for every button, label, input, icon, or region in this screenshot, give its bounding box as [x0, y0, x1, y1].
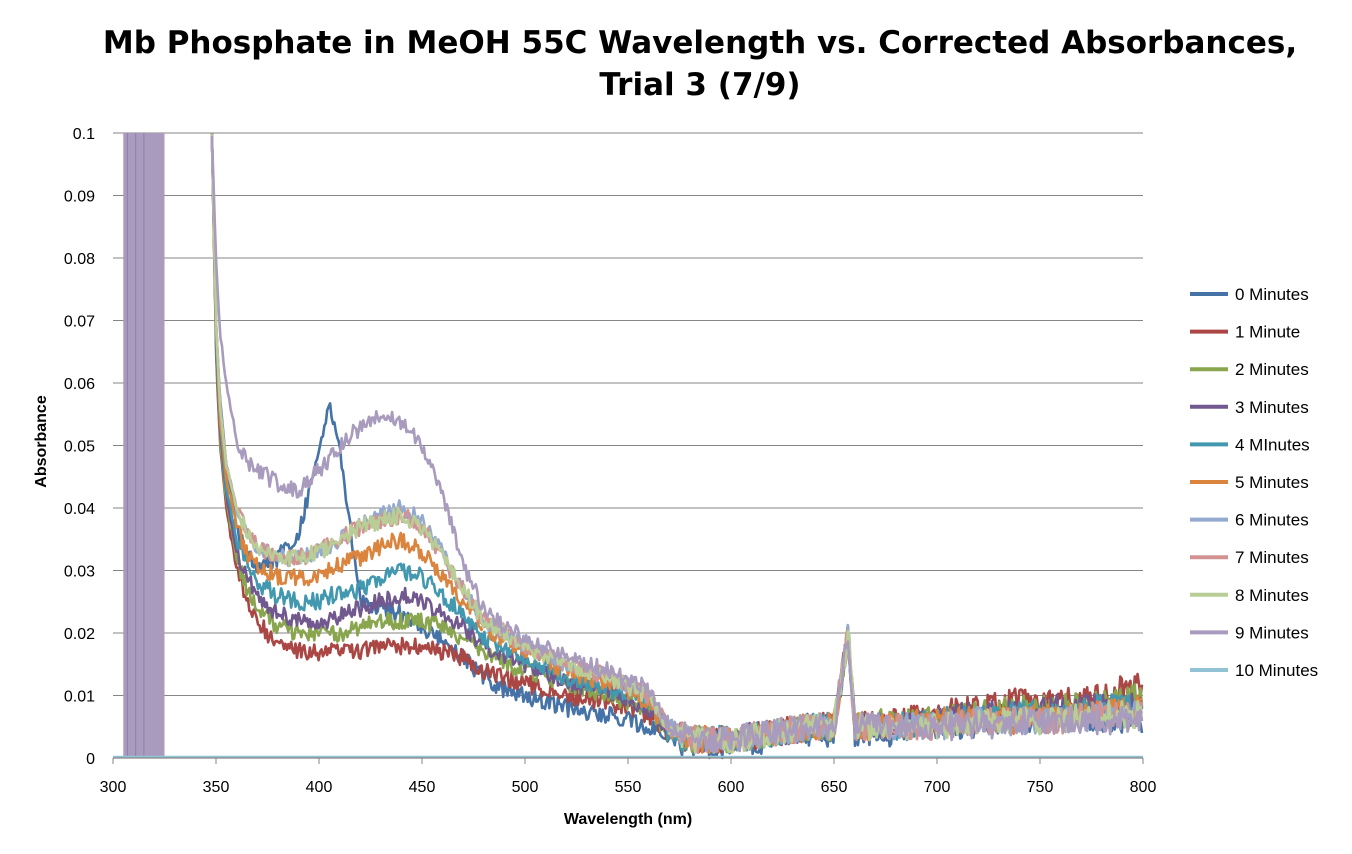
chart-title: Mb Phosphate in MeOH 55C Wavelength vs. …: [0, 22, 1352, 106]
legend-label: 2 Minutes: [1235, 360, 1309, 379]
x-tick-label: 800: [1130, 779, 1157, 796]
chart-title-line-1: Mb Phosphate in MeOH 55C Wavelength vs. …: [102, 25, 1298, 61]
series-line: [210, 132, 1144, 754]
legend-label: 1 Minute: [1235, 323, 1300, 342]
legend-item: 8 Minutes: [1190, 586, 1309, 605]
series-line: [210, 132, 1144, 753]
legend-label: 5 Minutes: [1235, 473, 1309, 492]
y-tick-label: 0.07: [64, 314, 95, 331]
legend-item: 7 Minutes: [1190, 548, 1309, 567]
legend-item: 3 Minutes: [1190, 398, 1309, 417]
y-tick-label: 0.05: [64, 439, 95, 456]
x-axis-title: Wavelength (nm): [564, 811, 692, 828]
chart-title-line-2: Trial 3 (7/9): [599, 67, 801, 103]
x-tick-label: 300: [100, 779, 127, 796]
y-tick-label: 0.1: [73, 126, 95, 143]
legend-label: 3 Minutes: [1235, 398, 1309, 417]
series-lines: [113, 132, 1144, 760]
y-tick-label: 0.09: [64, 189, 95, 206]
y-tick-label: 0.04: [64, 501, 95, 518]
legend-item: 1 Minute: [1190, 323, 1300, 342]
series-line: [210, 133, 1144, 753]
y-tick-label: 0.06: [64, 376, 95, 393]
legend-label: 10 Minutes: [1235, 661, 1318, 680]
y-tick-label: 0: [86, 751, 95, 768]
legend-label: 9 Minutes: [1235, 623, 1309, 642]
x-tick-label: 400: [306, 779, 333, 796]
y-axis-title: Absorbance: [33, 395, 50, 488]
legend-item: 9 Minutes: [1190, 623, 1309, 642]
series-line: [210, 134, 1144, 760]
series-line: [210, 134, 1144, 755]
series-line: [210, 132, 1144, 754]
x-tick-label: 650: [821, 779, 848, 796]
legend-item: 4 MInutes: [1190, 435, 1310, 454]
legend-item: 2 Minutes: [1190, 360, 1309, 379]
gridlines: [113, 132, 1143, 696]
y-tick-label: 0.08: [64, 251, 95, 268]
legend-item: 5 Minutes: [1190, 473, 1309, 492]
series-line: [210, 132, 1143, 754]
x-tick-label: 350: [203, 779, 230, 796]
y-tick-label: 0.03: [64, 564, 95, 581]
tick-labels: 0 0.01 0.02 0.03 0.04 0.05 0.06 0.07 0.08 0.09 0.1…: [64, 126, 1157, 796]
series-line: [210, 134, 1144, 755]
legend: 0 Minutes 1 Minute 2 Minutes 3 Minutes 4 MIn…: [1190, 285, 1318, 680]
x-tick-label: 700: [924, 779, 951, 796]
x-tick-label: 450: [409, 779, 436, 796]
x-tick-label: 500: [512, 779, 539, 796]
legend-label: 4 MInutes: [1235, 435, 1310, 454]
legend-label: 0 Minutes: [1235, 285, 1309, 304]
legend-item: 10 Minutes: [1190, 661, 1318, 680]
y-tick-label: 0.01: [64, 689, 95, 706]
series-line: [210, 132, 1144, 753]
legend-item: 0 Minutes: [1190, 285, 1309, 304]
legend-label: 7 Minutes: [1235, 548, 1309, 567]
y-tick-label: 0.02: [64, 626, 95, 643]
legend-item: 6 Minutes: [1190, 511, 1309, 530]
x-tick-label: 600: [718, 779, 745, 796]
x-tick-label: 550: [615, 779, 642, 796]
legend-label: 6 Minutes: [1235, 511, 1309, 530]
artifact-band: [123, 133, 165, 758]
legend-label: 8 Minutes: [1235, 586, 1309, 605]
series-line: [210, 135, 1144, 754]
x-tick-label: 750: [1027, 779, 1054, 796]
